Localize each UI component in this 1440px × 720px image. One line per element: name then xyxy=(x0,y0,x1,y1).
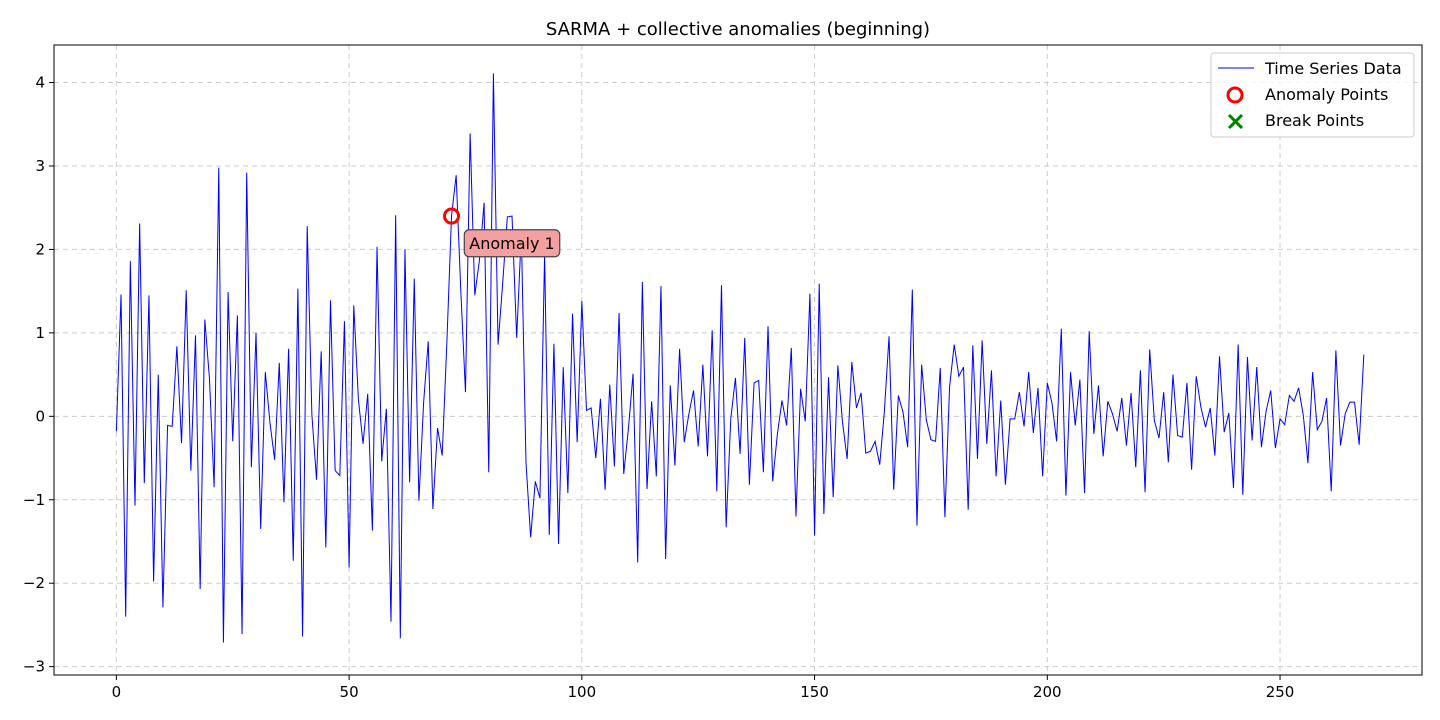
legend-label-break-points: Break Points xyxy=(1265,111,1364,130)
y-tick-label: −1 xyxy=(23,491,45,509)
legend-swatch-anomaly-points xyxy=(1226,86,1244,104)
x-tick-label: 150 xyxy=(800,683,829,701)
legend-swatch-break-points xyxy=(1227,113,1244,130)
plot-frame xyxy=(53,44,1423,676)
x-tick-label: 50 xyxy=(340,683,359,701)
legend-box xyxy=(1210,52,1415,138)
y-tick-label: 1 xyxy=(35,324,45,342)
x-tick-label: 200 xyxy=(1033,683,1062,701)
y-tick-label: 0 xyxy=(35,407,45,425)
annotation-text: Anomaly 1 xyxy=(469,234,554,253)
anomaly-points xyxy=(443,207,461,225)
annotation-label: Anomaly 1 xyxy=(463,229,561,258)
legend: Time Series Data Anomaly Points Break Po… xyxy=(1210,52,1415,138)
chart-title: SARMA + collective anomalies (beginning) xyxy=(546,19,930,40)
x-tick-label: 250 xyxy=(1266,683,1295,701)
annotation-box xyxy=(463,229,561,258)
series-line-time-series-data xyxy=(115,73,1365,643)
legend-label-anomaly-points: Anomaly Points xyxy=(1265,85,1388,104)
y-tick-label: −3 xyxy=(23,658,45,676)
axis-ticks: 0 50 100 150 200 250 −3 −2 −1 0 1 2 3 4 xyxy=(23,74,1294,701)
x-tick-label: 0 xyxy=(112,683,122,701)
anomaly-point-marker xyxy=(443,207,461,225)
y-tick-label: 2 xyxy=(35,240,45,258)
y-tick-label: 3 xyxy=(35,157,45,175)
y-tick-label: 4 xyxy=(35,74,45,92)
x-tick-label: 100 xyxy=(568,683,597,701)
plot-area: Anomaly 1 xyxy=(115,73,1365,643)
y-tick-label: −2 xyxy=(23,574,45,592)
annotations: Anomaly 1 xyxy=(463,229,561,258)
legend-label-time-series-data: Time Series Data xyxy=(1264,59,1402,78)
grid xyxy=(54,45,1422,675)
